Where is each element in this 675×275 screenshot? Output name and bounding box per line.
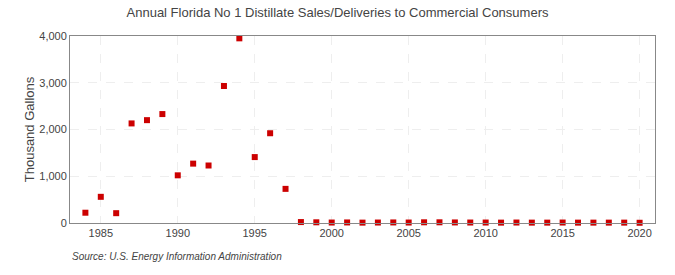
- svg-text:1985: 1985: [89, 227, 113, 239]
- svg-text:2000: 2000: [319, 227, 343, 239]
- svg-text:2020: 2020: [627, 227, 651, 239]
- svg-text:1,000: 1,000: [39, 170, 67, 182]
- svg-text:Thousand Gallons: Thousand Gallons: [22, 76, 37, 182]
- svg-text:0: 0: [61, 217, 67, 229]
- svg-text:1995: 1995: [242, 227, 266, 239]
- svg-text:3,000: 3,000: [39, 77, 67, 89]
- svg-text:2010: 2010: [473, 227, 497, 239]
- svg-text:4,000: 4,000: [39, 30, 67, 42]
- svg-text:2005: 2005: [396, 227, 420, 239]
- svg-text:1990: 1990: [166, 227, 190, 239]
- svg-text:Source: U.S. Energy Informatio: Source: U.S. Energy Information Administ…: [72, 251, 282, 262]
- svg-text:2015: 2015: [550, 227, 574, 239]
- svg-text:2,000: 2,000: [39, 123, 67, 135]
- svg-text:Annual Florida No 1 Distillate: Annual Florida No 1 Distillate Sales/Del…: [127, 5, 549, 20]
